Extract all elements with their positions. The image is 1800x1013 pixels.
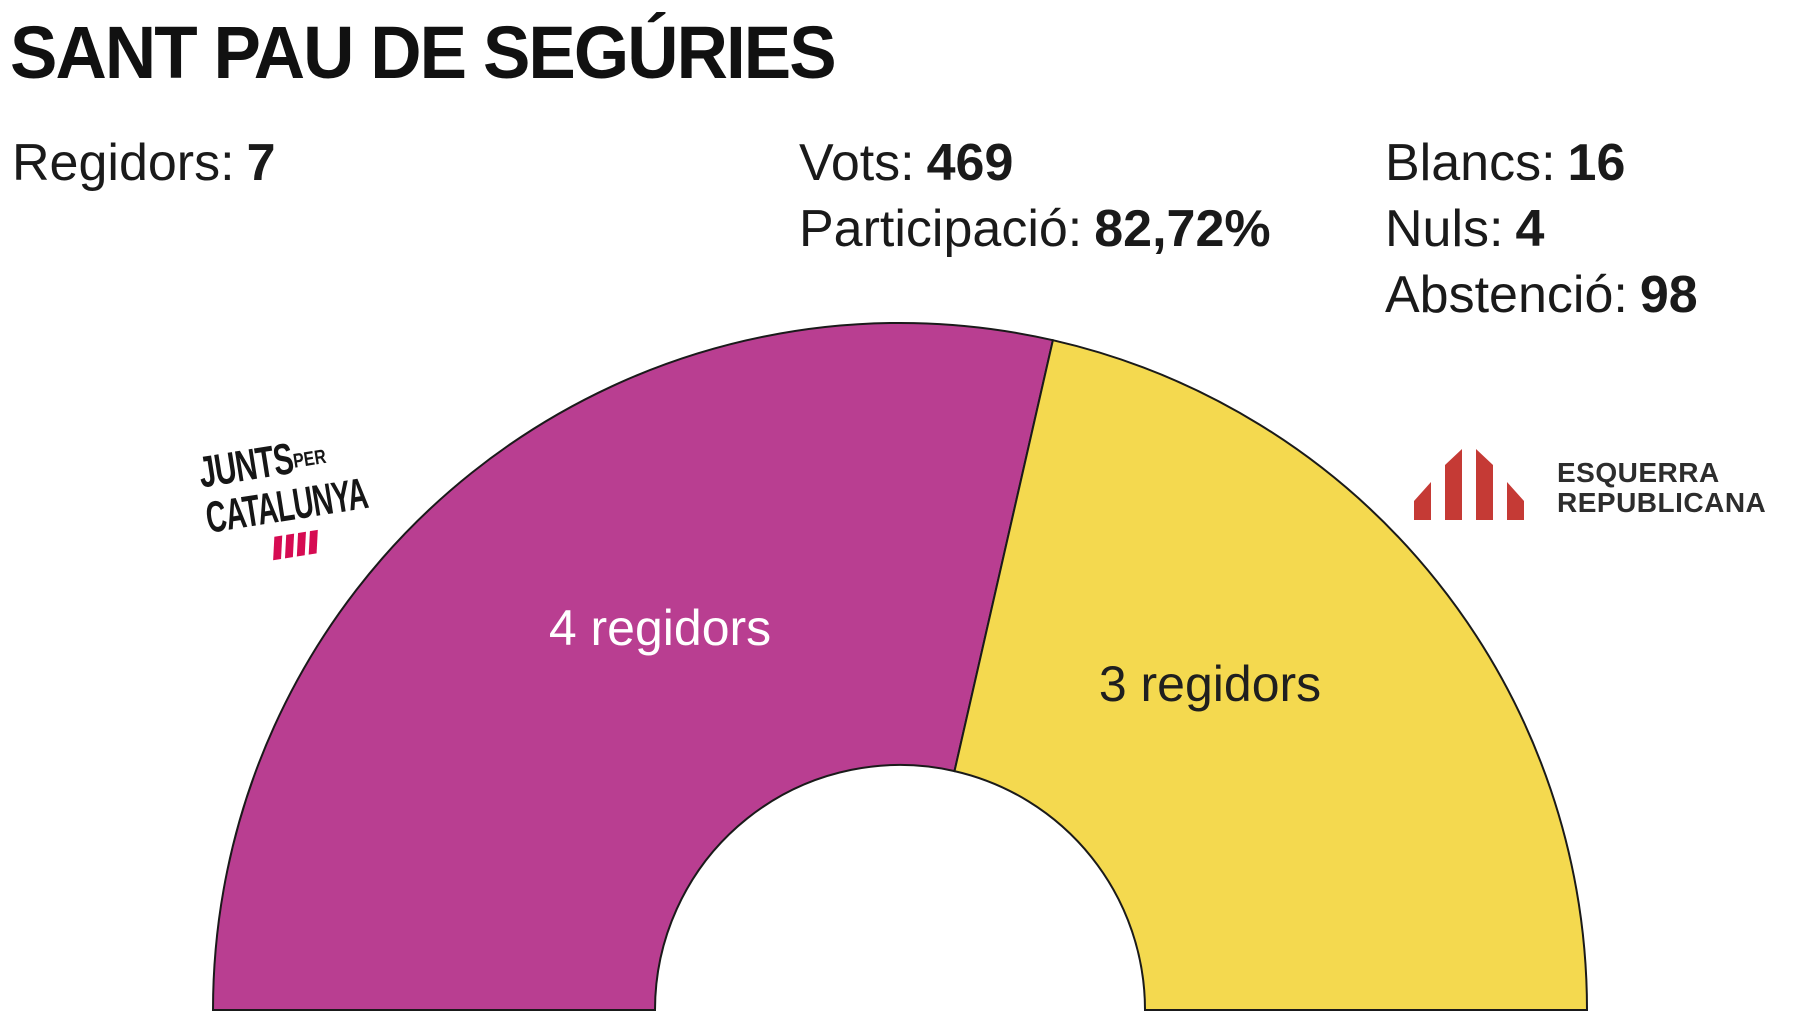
junts-bar: [308, 529, 318, 555]
stat-value: 16: [1567, 134, 1626, 192]
stat-label: Nuls:: [1385, 200, 1504, 258]
stat-participacio: Participació: 82,72%: [799, 196, 1271, 262]
stat-label: Participació:: [799, 200, 1083, 258]
segment-esquerra-republicana: [953, 339, 1589, 1011]
erc-logo-line1: ESQUERRA: [1557, 457, 1720, 488]
segment-label-junts: 4 regidors: [548, 600, 772, 656]
stats-column-left: Regidors: 7: [12, 130, 275, 196]
esquerra-republicana-logo: ESQUERRA REPUBLICANA: [1412, 447, 1766, 521]
junts-bar: [296, 531, 306, 557]
junts-bar: [284, 533, 295, 559]
stat-vots: Vots: 469: [799, 130, 1271, 196]
stat-regidors: Regidors: 7: [12, 130, 275, 196]
stat-blancs: Blancs: 16: [1385, 130, 1698, 196]
page-title: SANT PAU DE SEGÚRIES: [10, 11, 837, 94]
erc-bar: [1445, 449, 1462, 520]
stat-abstencio: Abstenció: 98: [1385, 262, 1698, 328]
stat-value: 469: [926, 134, 1014, 192]
stats-column-middle: Vots: 469 Participació: 82,72%: [799, 130, 1271, 262]
junts-bar: [273, 535, 283, 561]
erc-bar: [1414, 482, 1431, 520]
stats-column-right: Blancs: 16 Nuls: 4 Abstenció: 98: [1385, 130, 1698, 328]
segment-label-erc: 3 regidors: [1098, 656, 1322, 712]
stat-value: 7: [246, 134, 276, 192]
segment-junts-per-catalunya: [211, 321, 1055, 1011]
stat-value: 82,72%: [1094, 200, 1271, 258]
stat-label: Blancs:: [1385, 134, 1556, 192]
erc-logo-line2: REPUBLICANA: [1557, 487, 1767, 518]
erc-logo-text: ESQUERRA REPUBLICANA: [1557, 458, 1766, 518]
stat-label: Regidors:: [12, 134, 235, 192]
stat-nuls: Nuls: 4: [1385, 196, 1698, 262]
stat-label: Vots:: [799, 134, 915, 192]
stat-label: Abstenció:: [1385, 266, 1628, 324]
erc-bars-icon: [1412, 447, 1529, 521]
stat-value: 4: [1515, 200, 1545, 258]
erc-bar: [1476, 449, 1493, 520]
erc-bar: [1507, 482, 1524, 520]
stat-value: 98: [1639, 266, 1698, 324]
